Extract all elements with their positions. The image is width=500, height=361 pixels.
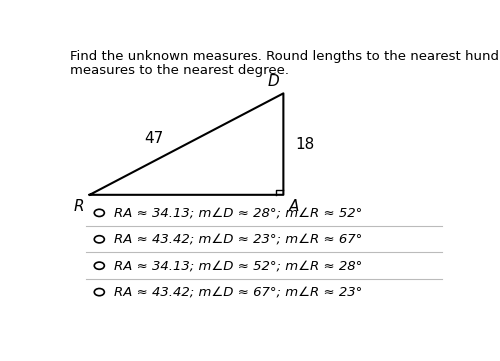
Text: Find the unknown measures. Round lengths to the nearest hundredth and angle: Find the unknown measures. Round lengths… [70, 50, 500, 63]
Text: A: A [289, 199, 300, 214]
Text: RA ≈ 34.13; m∠D ≈ 52°; m∠R ≈ 28°: RA ≈ 34.13; m∠D ≈ 52°; m∠R ≈ 28° [114, 259, 362, 272]
Text: D: D [268, 74, 280, 89]
Text: R: R [73, 199, 84, 214]
Text: measures to the nearest degree.: measures to the nearest degree. [70, 64, 289, 77]
Text: RA ≈ 43.42; m∠D ≈ 67°; m∠R ≈ 23°: RA ≈ 43.42; m∠D ≈ 67°; m∠R ≈ 23° [114, 286, 362, 299]
Text: RA ≈ 34.13; m∠D ≈ 28°; m∠R ≈ 52°: RA ≈ 34.13; m∠D ≈ 28°; m∠R ≈ 52° [114, 206, 362, 219]
Text: 18: 18 [295, 136, 314, 152]
Text: RA ≈ 43.42; m∠D ≈ 23°; m∠R ≈ 67°: RA ≈ 43.42; m∠D ≈ 23°; m∠R ≈ 67° [114, 233, 362, 246]
Text: 47: 47 [144, 131, 163, 146]
